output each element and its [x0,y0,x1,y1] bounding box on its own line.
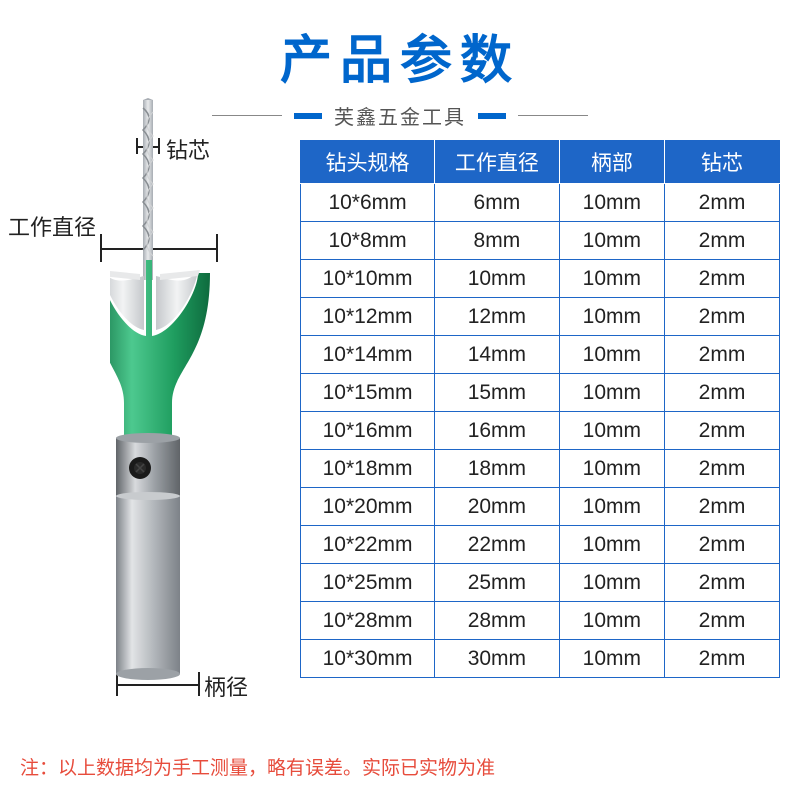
table-cell: 2mm [665,602,780,640]
table-cell: 2mm [665,184,780,222]
table-row: 10*16mm16mm10mm2mm [301,412,780,450]
page-title: 产品参数 [0,18,800,93]
table-row: 10*6mm6mm10mm2mm [301,184,780,222]
table-cell: 2mm [665,260,780,298]
table-cell: 25mm [435,564,560,602]
subtitle: 芙鑫五金工具 [334,101,466,130]
table-cell: 10mm [559,298,664,336]
table-cell: 30mm [435,640,560,678]
table-row: 10*25mm25mm10mm2mm [301,564,780,602]
decor-line-right [518,115,588,116]
table-row: 10*30mm30mm10mm2mm [301,640,780,678]
table-cell: 10*15mm [301,374,435,412]
table-row: 10*14mm14mm10mm2mm [301,336,780,374]
table-cell: 10*10mm [301,260,435,298]
table-cell: 2mm [665,298,780,336]
table-cell: 10mm [559,526,664,564]
table-cell: 16mm [435,412,560,450]
table-row: 10*28mm28mm10mm2mm [301,602,780,640]
table-row: 10*15mm15mm10mm2mm [301,374,780,412]
table-cell: 28mm [435,602,560,640]
table-cell: 20mm [435,488,560,526]
table-cell: 10*28mm [301,602,435,640]
th-spec: 钻头规格 [301,141,435,184]
table-cell: 10*14mm [301,336,435,374]
table-cell: 2mm [665,412,780,450]
table-cell: 10mm [559,336,664,374]
footnote: 注：以上数据均为手工测量，略有误差。实际已实物为准 [20,753,495,780]
table-cell: 14mm [435,336,560,374]
table-cell: 10*8mm [301,222,435,260]
dim-work-tick-l [100,234,102,262]
label-work-diameter: 工作直径 [8,210,96,242]
table-cell: 2mm [665,336,780,374]
table-row: 10*18mm18mm10mm2mm [301,450,780,488]
table-header-row: 钻头规格 工作直径 柄部 钻芯 [301,141,780,184]
table-cell: 2mm [665,640,780,678]
product-diagram: 钻芯 工作直径 柄径 [10,138,290,708]
table-cell: 15mm [435,374,560,412]
table-cell: 2mm [665,488,780,526]
table-cell: 10mm [559,564,664,602]
table-cell: 10mm [435,260,560,298]
table-cell: 10*6mm [301,184,435,222]
table-cell: 10mm [559,640,664,678]
table-body: 10*6mm6mm10mm2mm10*8mm8mm10mm2mm10*10mm1… [301,184,780,678]
table-cell: 6mm [435,184,560,222]
table-cell: 22mm [435,526,560,564]
table-cell: 10mm [559,374,664,412]
table-cell: 10*12mm [301,298,435,336]
decor-accent-left [294,113,322,119]
spec-table-area: 钻头规格 工作直径 柄部 钻芯 10*6mm6mm10mm2mm10*8mm8m… [300,138,780,708]
table-cell: 2mm [665,450,780,488]
table-cell: 2mm [665,374,780,412]
table-cell: 10mm [559,222,664,260]
table-cell: 10mm [559,488,664,526]
table-cell: 10*22mm [301,526,435,564]
table-cell: 10mm [559,260,664,298]
th-shank: 柄部 [559,141,664,184]
table-cell: 10mm [559,450,664,488]
table-cell: 10mm [559,184,664,222]
table-row: 10*12mm12mm10mm2mm [301,298,780,336]
spec-table: 钻头规格 工作直径 柄部 钻芯 10*6mm6mm10mm2mm10*8mm8m… [300,140,780,678]
table-row: 10*22mm22mm10mm2mm [301,526,780,564]
table-cell: 10mm [559,412,664,450]
drill-bit-icon [110,98,250,688]
table-cell: 10*30mm [301,640,435,678]
table-cell: 18mm [435,450,560,488]
table-row: 10*8mm8mm10mm2mm [301,222,780,260]
table-row: 10*10mm10mm10mm2mm [301,260,780,298]
table-cell: 10*20mm [301,488,435,526]
table-cell: 2mm [665,564,780,602]
decor-accent-right [478,113,506,119]
table-cell: 10mm [559,602,664,640]
table-cell: 2mm [665,526,780,564]
table-cell: 10*16mm [301,412,435,450]
th-work: 工作直径 [435,141,560,184]
table-cell: 12mm [435,298,560,336]
th-core: 钻芯 [665,141,780,184]
table-cell: 8mm [435,222,560,260]
table-cell: 10*25mm [301,564,435,602]
content-row: 钻芯 工作直径 柄径 [0,138,800,708]
table-cell: 10*18mm [301,450,435,488]
table-row: 10*20mm20mm10mm2mm [301,488,780,526]
table-cell: 2mm [665,222,780,260]
